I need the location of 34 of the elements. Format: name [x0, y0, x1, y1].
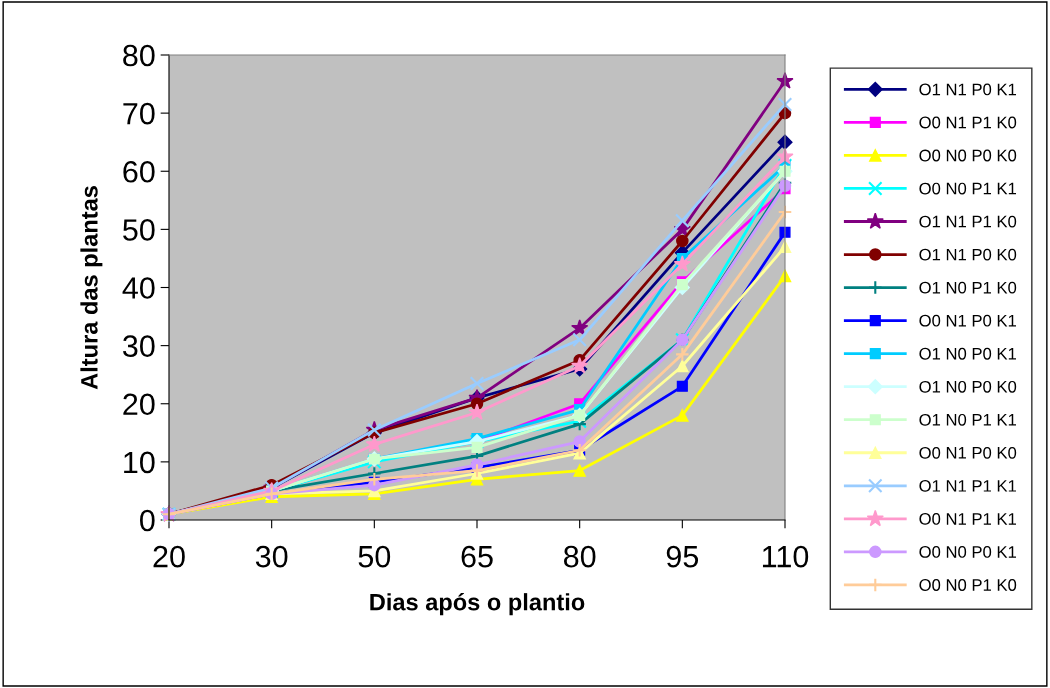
x-tick-label: 80: [564, 545, 596, 568]
legend-label: O1 N1 P0 K1: [919, 83, 1017, 96]
x-tick-label: 50: [358, 545, 391, 568]
x-axis-title: Dias após o plantio: [370, 592, 585, 616]
legend-label: O1 N0 P0 K1: [919, 347, 1017, 360]
x-tick-label: 110: [762, 545, 809, 568]
legend-label: O0 N0 P0 K0: [919, 149, 1017, 162]
y-tick-label: 80: [123, 44, 155, 67]
y-tick-label: 10: [124, 451, 155, 474]
y-tick-label: 60: [123, 160, 155, 183]
y-tick-label: 50: [123, 219, 155, 241]
x-tick-label: 65: [461, 545, 493, 568]
y-tick-label: 70: [123, 102, 155, 125]
legend-label: O1 N0 P0 K0: [919, 380, 1017, 393]
y-tick-label: 20: [123, 393, 155, 416]
legend-label: O0 N0 P1 K0: [919, 579, 1017, 591]
legend-label: O0 N0 P0 K1: [919, 546, 1017, 558]
legend-label: O1 N0 P1 K1: [919, 413, 1017, 426]
x-tick-label: 30: [255, 545, 288, 568]
legend-label: O0 N1 P1 K1: [919, 513, 1017, 525]
legend-label: O1 N0 P1 K0: [919, 281, 1017, 294]
legend-label: O0 N1 P0 K0: [919, 446, 1017, 459]
y-tick-label: 30: [122, 335, 155, 357]
legend-label: O0 N1 P1 K0: [919, 116, 1017, 129]
legend-label: O0 N1 P0 K1: [919, 314, 1017, 327]
legend-label: O0 N0 P1 K1: [919, 182, 1017, 195]
legend-label: O1 N1 P0 K0: [919, 248, 1017, 261]
y-axis-title: Altura das plantas: [80, 186, 103, 390]
y-tick-label: 40: [122, 277, 155, 299]
x-tick-label: 20: [153, 545, 185, 568]
legend-label: O1 N1 P1 K1: [919, 479, 1017, 492]
y-tick-label: 0: [140, 509, 155, 532]
x-tick-label: 95: [666, 545, 699, 568]
legend-label: O1 N1 P1 K0: [919, 215, 1017, 228]
